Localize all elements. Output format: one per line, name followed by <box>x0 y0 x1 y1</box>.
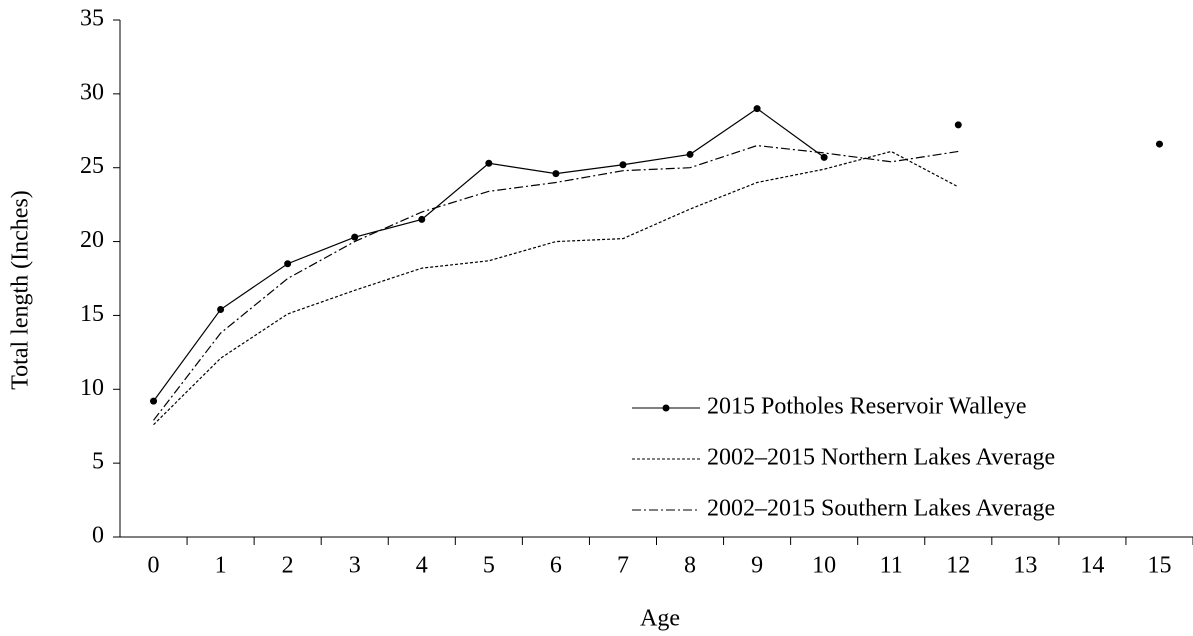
data-point <box>552 170 560 178</box>
x-tick-label: 7 <box>617 553 629 579</box>
x-tick-label: 0 <box>148 553 160 579</box>
data-point <box>150 397 158 405</box>
data-point <box>820 153 828 161</box>
data-point <box>954 121 962 129</box>
legend-label: 2002–2015 Southern Lakes Average <box>707 496 1055 522</box>
x-tick-label: 1 <box>215 553 227 579</box>
y-tick-label: 30 <box>80 79 104 105</box>
y-axis-label: Total length (Inches) <box>8 190 34 390</box>
x-tick-label: 14 <box>1080 553 1104 579</box>
y-tick-label: 5 <box>92 449 104 475</box>
data-point <box>1155 140 1163 148</box>
data-point <box>686 150 694 158</box>
series-line <box>154 109 1160 401</box>
series-line <box>153 150 959 426</box>
y-tick-label: 35 <box>80 6 104 32</box>
x-tick-label: 13 <box>1013 553 1037 579</box>
x-tick-label: 9 <box>751 553 763 579</box>
y-tick-label: 0 <box>92 523 104 549</box>
x-tick-label: 6 <box>550 553 562 579</box>
x-tick-label: 12 <box>946 553 970 579</box>
x-tick-label: 5 <box>483 553 495 579</box>
y-tick-label: 10 <box>80 375 104 401</box>
y-tick-label: 15 <box>80 301 104 327</box>
data-point <box>351 233 359 241</box>
x-tick-label: 8 <box>684 553 696 579</box>
data-point <box>485 159 493 167</box>
data-point <box>217 306 225 314</box>
x-tick-label: 11 <box>880 553 903 579</box>
x-tick-label: 10 <box>812 553 836 579</box>
x-tick-label: 3 <box>349 553 361 579</box>
x-tick-label: 15 <box>1147 553 1171 579</box>
data-point <box>284 260 292 268</box>
data-point <box>753 105 761 113</box>
data-point <box>619 161 627 169</box>
x-axis-label: Age <box>640 606 680 632</box>
x-tick-label: 2 <box>282 553 294 579</box>
x-tick-label: 4 <box>416 553 428 579</box>
legend-marker <box>662 404 670 412</box>
legend-label: 2002–2015 Northern Lakes Average <box>707 445 1055 471</box>
series-line <box>153 144 959 421</box>
legend-label: 2015 Potholes Reservoir Walleye <box>707 394 1027 420</box>
data-point <box>418 215 426 223</box>
y-tick-label: 25 <box>80 153 104 179</box>
y-tick-label: 20 <box>80 227 104 253</box>
